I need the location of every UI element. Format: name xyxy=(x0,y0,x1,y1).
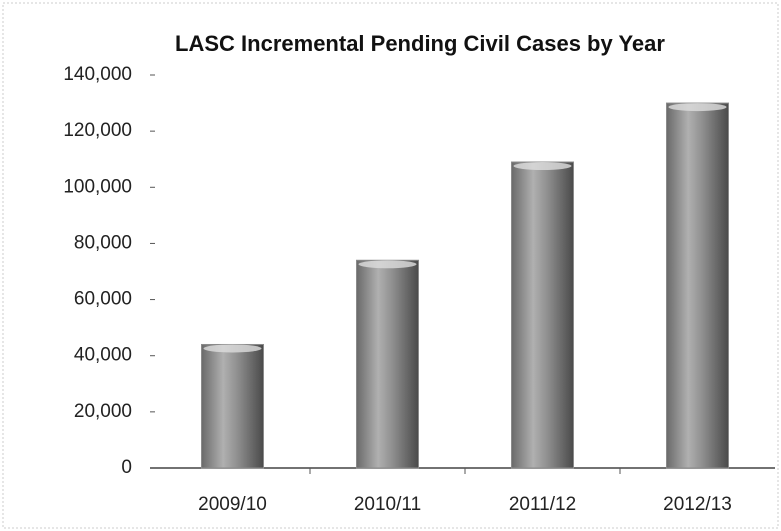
bar-top xyxy=(203,344,262,353)
y-tick-label: 80,000 xyxy=(74,232,132,253)
bar-top xyxy=(513,162,572,171)
y-tick-label: 120,000 xyxy=(63,120,132,141)
bar-top xyxy=(358,260,417,269)
x-tick-label: 2011/12 xyxy=(509,494,576,515)
bar xyxy=(511,161,574,469)
x-tick-label: 2010/11 xyxy=(354,494,421,515)
bar xyxy=(201,343,264,469)
chart-title: LASC Incremental Pending Civil Cases by … xyxy=(175,31,665,56)
x-tick-label: 2009/10 xyxy=(198,494,267,515)
y-tick-label: 20,000 xyxy=(74,401,132,422)
bar xyxy=(666,102,729,469)
y-tick-label: 100,000 xyxy=(63,176,132,197)
y-tick-label: 60,000 xyxy=(74,289,132,310)
bar-top xyxy=(668,103,727,112)
y-tick-label: 140,000 xyxy=(63,64,132,85)
x-tick-label: 2012/13 xyxy=(663,494,732,515)
y-tick-label: 0 xyxy=(121,457,132,478)
bar xyxy=(356,259,419,469)
y-tick-label: 40,000 xyxy=(74,345,132,366)
